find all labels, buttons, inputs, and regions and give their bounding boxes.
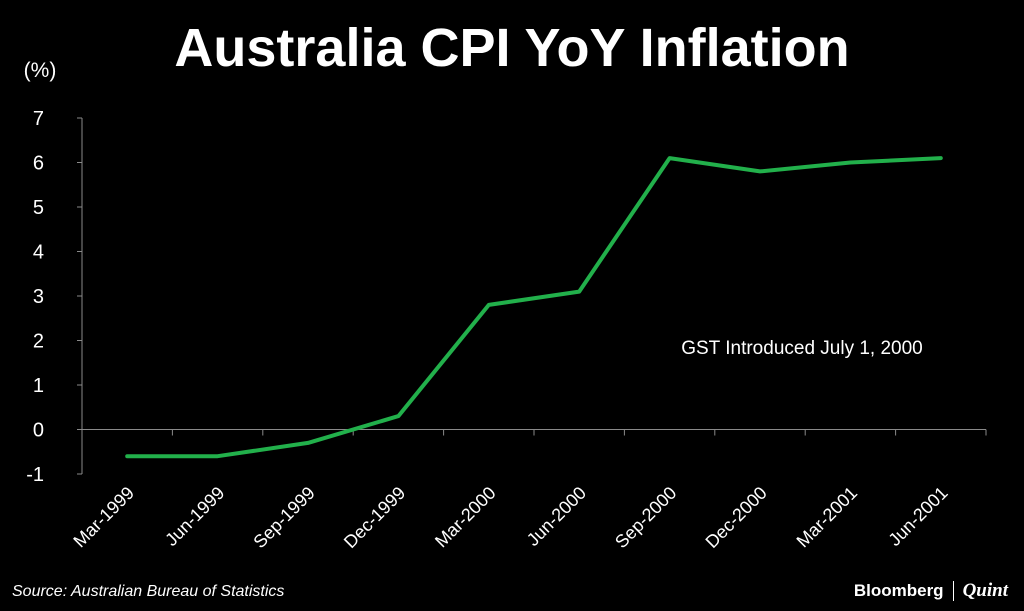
brand-logo: Bloomberg Quint (854, 580, 1008, 602)
x-tick-label: Mar-2001 (793, 483, 862, 552)
x-tick-label: Sep-2000 (611, 483, 680, 552)
y-tick-label: -1 (26, 464, 44, 486)
y-tick-label: 7 (33, 108, 44, 130)
y-tick-label: 5 (33, 197, 44, 219)
x-tick-label: Dec-2000 (701, 483, 770, 552)
x-tick-label: Jun-2000 (523, 483, 590, 550)
annotation-gst: GST Introduced July 1, 2000 (681, 338, 923, 359)
y-tick-label: 4 (33, 242, 44, 264)
y-tick-label: 3 (33, 286, 44, 308)
brand-divider (952, 581, 954, 601)
y-tick-label: 6 (33, 153, 44, 175)
series-line (125, 156, 943, 459)
x-tick-label: Dec-1999 (340, 483, 409, 552)
x-tick-label: Mar-1999 (69, 483, 138, 552)
y-tick-label: 0 (33, 420, 44, 442)
y-tick-label: 1 (33, 375, 44, 397)
source-note: Source: Australian Bureau of Statistics (12, 583, 285, 600)
x-tick-label: Jun-1999 (161, 483, 228, 550)
x-tick-label: Sep-1999 (249, 483, 318, 552)
x-tick-label: Jun-2001 (884, 483, 951, 550)
chart-title: Australia CPI YoY Inflation (174, 18, 850, 78)
y-axis-label: (%) (24, 59, 57, 82)
x-tick-label: Mar-2000 (431, 483, 500, 552)
brand-bloomberg: Bloomberg (853, 581, 944, 600)
brand-quint: Quint (962, 580, 1008, 601)
y-tick-label: 2 (33, 331, 44, 353)
